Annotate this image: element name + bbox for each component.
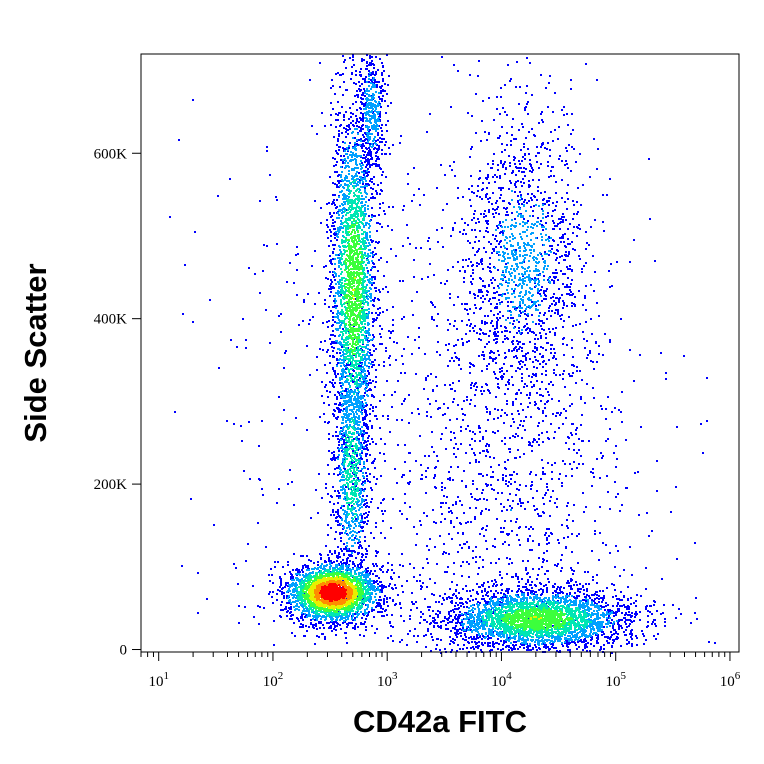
x-tick-label: 101: [148, 670, 169, 690]
y-axis-title: Side Scatter: [18, 263, 53, 442]
plot-frame: [140, 53, 740, 653]
y-axis: 0 200K 400K 600K: [94, 146, 141, 659]
y-tick-label: 400K: [94, 312, 128, 328]
y-tick-label: 200K: [94, 477, 128, 493]
x-tick-label: 106: [720, 670, 741, 690]
density-level-0-points: [169, 54, 716, 654]
x-tick-label: 103: [377, 670, 398, 690]
x-axis: 101 102 103 104 105 106: [140, 652, 741, 690]
x-tick-label: 104: [491, 670, 512, 690]
x-tick-label: 102: [263, 670, 284, 690]
y-tick-label: 0: [120, 643, 128, 659]
density-level-6-points: [319, 583, 347, 602]
y-tick-label: 600K: [94, 146, 128, 162]
data-points: [169, 54, 716, 654]
x-tick-label: 105: [605, 670, 626, 690]
x-axis-title: CD42a FITC: [353, 704, 527, 739]
